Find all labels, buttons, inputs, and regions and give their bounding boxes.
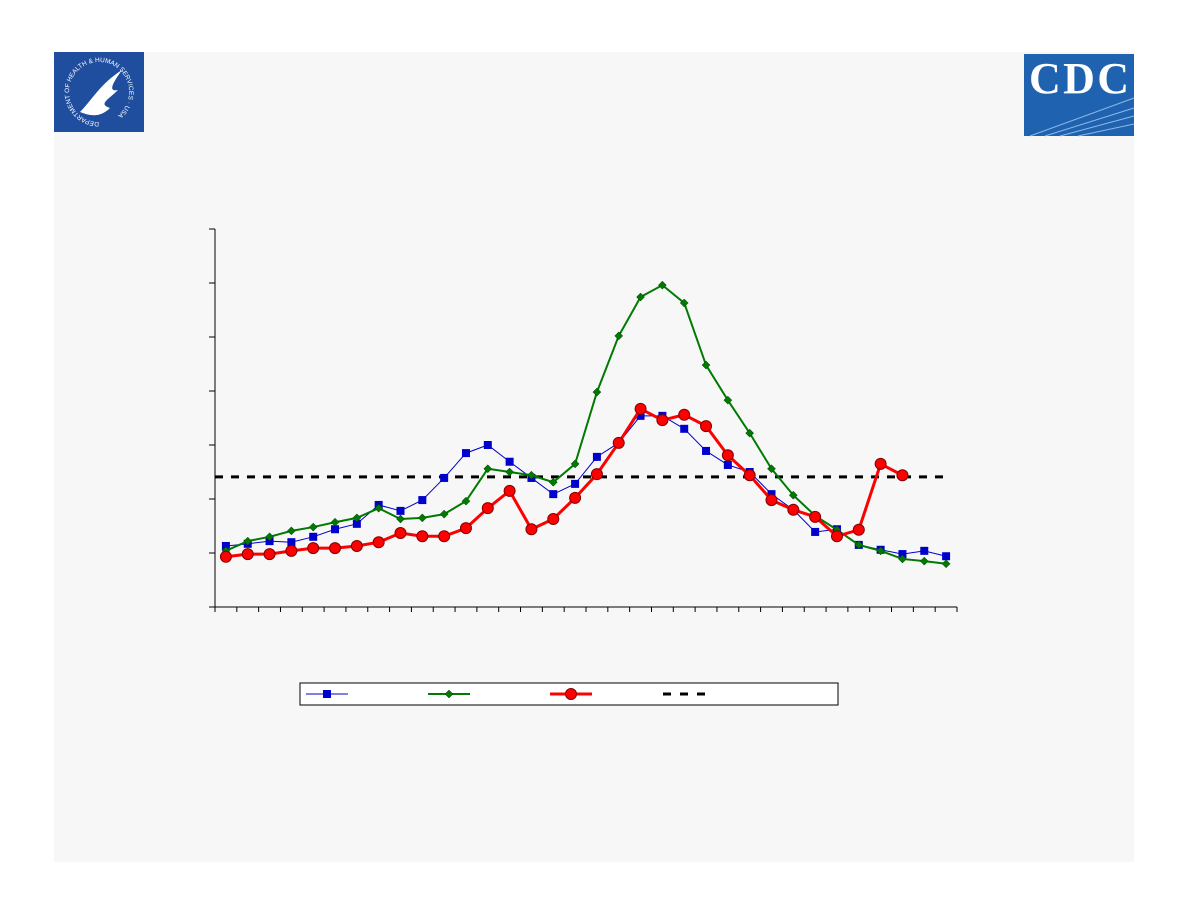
marker-circle bbox=[219, 550, 232, 563]
marker-circle bbox=[787, 503, 800, 516]
marker-diamond bbox=[374, 503, 384, 513]
marker-circle bbox=[569, 491, 582, 504]
marker-diamond bbox=[308, 522, 318, 532]
marker-diamond bbox=[570, 459, 580, 469]
marker-circle bbox=[612, 436, 625, 449]
marker-circle bbox=[896, 469, 909, 482]
marker-diamond bbox=[527, 470, 536, 480]
marker-square bbox=[680, 424, 689, 433]
cdc-logo: CDC bbox=[1024, 54, 1135, 137]
marker-diamond bbox=[592, 387, 602, 397]
marker-diamond bbox=[701, 360, 711, 370]
marker-circle bbox=[547, 512, 560, 525]
marker-diamond bbox=[658, 280, 667, 290]
marker-square bbox=[287, 538, 296, 547]
marker-circle bbox=[307, 542, 320, 555]
marker-square bbox=[549, 490, 558, 499]
marker-square bbox=[352, 519, 361, 528]
marker-diamond bbox=[461, 496, 471, 506]
marker-diamond bbox=[679, 298, 689, 308]
marker-circle bbox=[503, 484, 516, 497]
marker-circle bbox=[830, 530, 843, 543]
marker-circle bbox=[743, 469, 756, 482]
marker-square bbox=[440, 473, 449, 482]
marker-circle bbox=[329, 542, 342, 555]
marker-diamond bbox=[352, 513, 362, 523]
marker-square bbox=[592, 452, 601, 461]
marker-diamond bbox=[243, 536, 253, 546]
marker-circle bbox=[634, 402, 647, 415]
marker-circle bbox=[678, 408, 691, 421]
marker-diamond bbox=[505, 467, 514, 477]
marker-diamond bbox=[941, 559, 951, 569]
marker-circle bbox=[241, 548, 254, 561]
marker-square bbox=[396, 506, 405, 515]
marker-circle bbox=[481, 502, 494, 515]
marker-diamond bbox=[439, 509, 449, 519]
marker-square bbox=[723, 460, 732, 469]
marker-diamond bbox=[854, 540, 864, 550]
series-line bbox=[225, 283, 947, 565]
marker-circle bbox=[263, 548, 276, 561]
marker-circle bbox=[809, 510, 822, 523]
marker-square bbox=[811, 527, 820, 536]
marker-circle bbox=[700, 420, 713, 433]
marker-diamond bbox=[898, 554, 907, 564]
marker-circle bbox=[350, 539, 363, 552]
marker-circle bbox=[394, 527, 407, 540]
marker-diamond bbox=[767, 464, 776, 474]
marker-circle bbox=[459, 522, 472, 535]
marker-circle bbox=[765, 494, 778, 507]
marker-square bbox=[898, 550, 907, 559]
marker-diamond bbox=[723, 395, 733, 405]
marker-circle bbox=[285, 544, 298, 557]
marker-diamond bbox=[417, 513, 427, 523]
marker-square bbox=[702, 446, 711, 455]
marker-diamond bbox=[919, 556, 929, 566]
marker-circle bbox=[656, 414, 669, 427]
marker-diamond bbox=[396, 514, 405, 524]
marker-diamond bbox=[788, 490, 798, 500]
marker-diamond bbox=[745, 428, 755, 438]
cdc-logo-background bbox=[1024, 54, 1134, 136]
marker-circle bbox=[590, 468, 603, 481]
marker-diamond bbox=[548, 477, 558, 487]
series-line bbox=[225, 415, 947, 557]
marker-circle bbox=[874, 457, 887, 470]
marker-diamond bbox=[636, 292, 645, 302]
legend bbox=[299, 682, 839, 706]
marker-circle bbox=[525, 523, 538, 536]
marker-diamond bbox=[265, 532, 274, 542]
marker-circle bbox=[372, 536, 385, 549]
marker-diamond bbox=[287, 526, 296, 536]
marker-circle bbox=[721, 449, 734, 462]
marker-square bbox=[636, 411, 645, 420]
cdc-text: CDC bbox=[1029, 54, 1129, 103]
marker-circle bbox=[565, 688, 577, 700]
marker-square bbox=[418, 496, 427, 505]
marker-square bbox=[920, 546, 929, 555]
marker-square bbox=[942, 552, 951, 561]
marker-square bbox=[309, 532, 318, 541]
hhs-eagle bbox=[80, 70, 122, 116]
marker-diamond bbox=[876, 546, 885, 556]
marker-circle bbox=[438, 530, 451, 543]
marker-square bbox=[505, 457, 514, 466]
cdc-rays bbox=[1029, 97, 1135, 137]
chart bbox=[209, 228, 958, 612]
marker-diamond bbox=[483, 464, 493, 474]
marker-circle bbox=[416, 530, 429, 543]
marker-square bbox=[571, 479, 580, 488]
marker-diamond bbox=[614, 331, 624, 341]
marker-square bbox=[331, 525, 340, 534]
marker-square bbox=[221, 541, 230, 550]
marker-diamond bbox=[444, 689, 454, 699]
marker-square bbox=[461, 449, 470, 458]
hhs-logo: DEPARTMENT OF HEALTH & HUMAN SERVICES · … bbox=[54, 52, 144, 132]
marker-square bbox=[483, 441, 492, 449]
marker-square bbox=[323, 690, 331, 698]
marker-circle bbox=[852, 523, 865, 536]
marker-diamond bbox=[330, 517, 340, 527]
